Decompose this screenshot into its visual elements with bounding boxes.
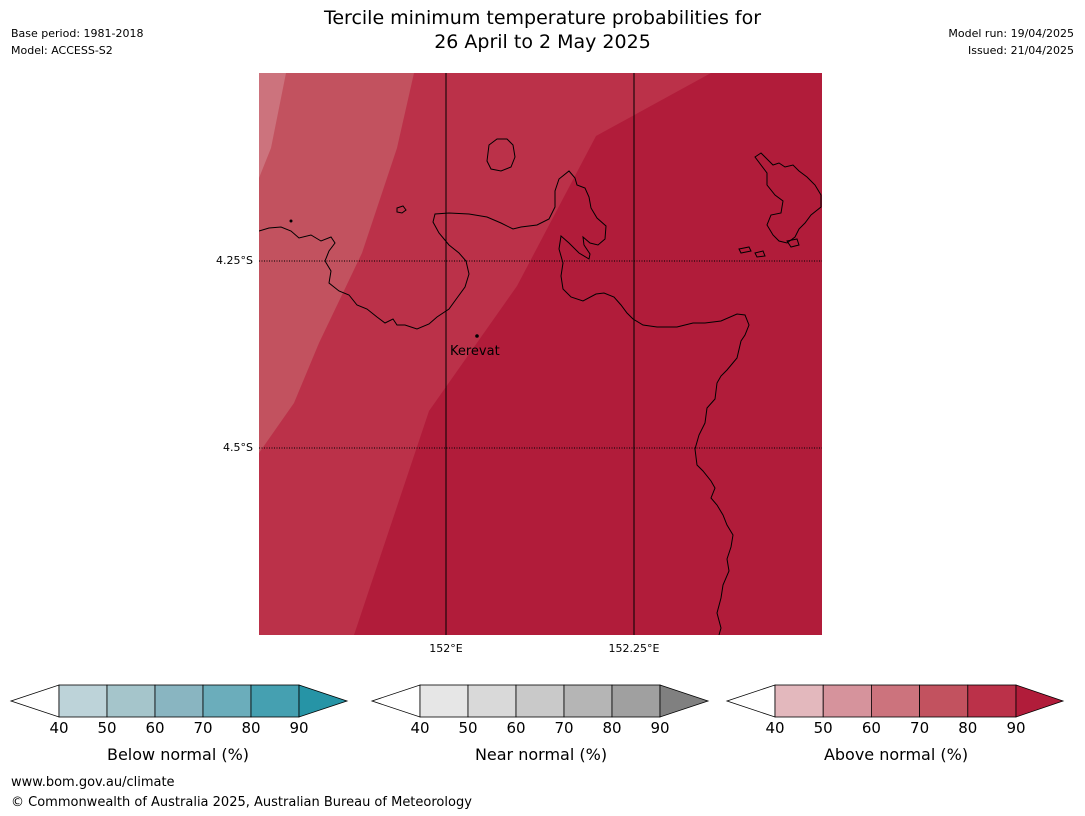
page-title: Tercile minimum temperature probabilitie… bbox=[0, 6, 1085, 54]
colorbar-above-tick: 80 bbox=[958, 719, 978, 737]
zone-70 bbox=[259, 73, 414, 453]
colorbar-below-tick: 70 bbox=[193, 719, 213, 737]
lat-label-425: 4.25°S bbox=[216, 254, 253, 267]
islet-west bbox=[289, 219, 293, 223]
colorbar-above-tick: 70 bbox=[910, 719, 930, 737]
colorbar-below-tick: 50 bbox=[97, 719, 117, 737]
colorbar-near-segment bbox=[467, 684, 517, 718]
colorbar-below-segment bbox=[58, 684, 108, 718]
title-line-2: 26 April to 2 May 2025 bbox=[434, 31, 651, 53]
colorbar-near-segment bbox=[563, 684, 613, 718]
colorbar-near-over bbox=[659, 684, 710, 718]
colorbar-near-tick: 40 bbox=[410, 719, 430, 737]
zone-60 bbox=[259, 73, 286, 178]
coastline-west bbox=[259, 170, 750, 635]
colorbar-above-segment bbox=[822, 684, 872, 718]
colorbar-above-tick: 60 bbox=[861, 719, 881, 737]
colorbar-above-tick: 40 bbox=[765, 719, 785, 737]
island-north bbox=[486, 138, 516, 172]
colorbar-below-tick: 40 bbox=[49, 719, 69, 737]
colorbar-near-tick: 50 bbox=[458, 719, 478, 737]
island-cluster-east-2 bbox=[738, 238, 800, 258]
colorbar-strip bbox=[9, 684, 1065, 718]
lat-label-45: 4.5°S bbox=[223, 441, 253, 454]
title-line-1: Tercile minimum temperature probabilitie… bbox=[323, 7, 762, 29]
colorbar-near-tick: 70 bbox=[554, 719, 574, 737]
footer-copyright: © Commonwealth of Australia 2025, Austra… bbox=[11, 795, 472, 810]
colorbar-label-above: Above normal (%) bbox=[823, 745, 969, 764]
colorbar-below-segment bbox=[154, 684, 204, 718]
issued-text: Issued: 21/04/2025 bbox=[967, 44, 1074, 57]
lon-label-152: 152°E bbox=[429, 642, 463, 655]
lon-label-15225: 152.25°E bbox=[608, 642, 660, 655]
colorbar-below-segment bbox=[202, 684, 252, 718]
island-cluster-east bbox=[754, 152, 822, 244]
colorbar-above-tick: 50 bbox=[813, 719, 833, 737]
colorbar-above-tick: 90 bbox=[1006, 719, 1026, 737]
kerevat-marker bbox=[475, 334, 479, 338]
colorbar-label-near: Near normal (%) bbox=[474, 745, 608, 764]
colorbar-near-segment bbox=[611, 684, 661, 718]
metadata-right: Model run: 19/04/2025 Issued: 21/04/2025 bbox=[948, 25, 1074, 59]
colorbar-below-over bbox=[298, 684, 349, 718]
model-text: Model: ACCESS-S2 bbox=[11, 44, 113, 57]
colorbar-below-tick: 60 bbox=[145, 719, 165, 737]
colorbar-above-over bbox=[1015, 684, 1065, 718]
base-period-text: Base period: 1981-2018 bbox=[11, 27, 144, 40]
colorbar-near-tick: 60 bbox=[506, 719, 526, 737]
metadata-left: Base period: 1981-2018 Model: ACCESS-S2 bbox=[11, 25, 143, 59]
colorbar-near-tick: 80 bbox=[602, 719, 622, 737]
colorbar-near-segment bbox=[515, 684, 565, 718]
colorbar-above-under bbox=[725, 684, 776, 718]
colorbar-above-segment bbox=[919, 684, 969, 718]
colorbar-below-segment bbox=[250, 684, 300, 718]
colorbar-near-segment bbox=[419, 684, 469, 718]
colorbar-below-under bbox=[9, 684, 60, 718]
probability-map: Kerevat bbox=[259, 73, 822, 635]
colorbar-below-tick: 90 bbox=[289, 719, 309, 737]
colorbar-near-tick: 90 bbox=[650, 719, 670, 737]
colorbar-above-segment bbox=[871, 684, 921, 718]
colorbar-above-segment bbox=[967, 684, 1017, 718]
footer-url: www.bom.gov.au/climate bbox=[11, 775, 175, 790]
colorbar-label-below: Below normal (%) bbox=[106, 745, 250, 764]
colorbar-below-tick: 80 bbox=[241, 719, 261, 737]
colorbar-near-under bbox=[370, 684, 421, 718]
kerevat-label: Kerevat bbox=[450, 344, 500, 359]
model-run-text: Model run: 19/04/2025 bbox=[948, 27, 1074, 40]
island-small-west bbox=[396, 205, 407, 214]
colorbar-above-segment bbox=[774, 684, 824, 718]
colorbar-below-segment bbox=[106, 684, 156, 718]
